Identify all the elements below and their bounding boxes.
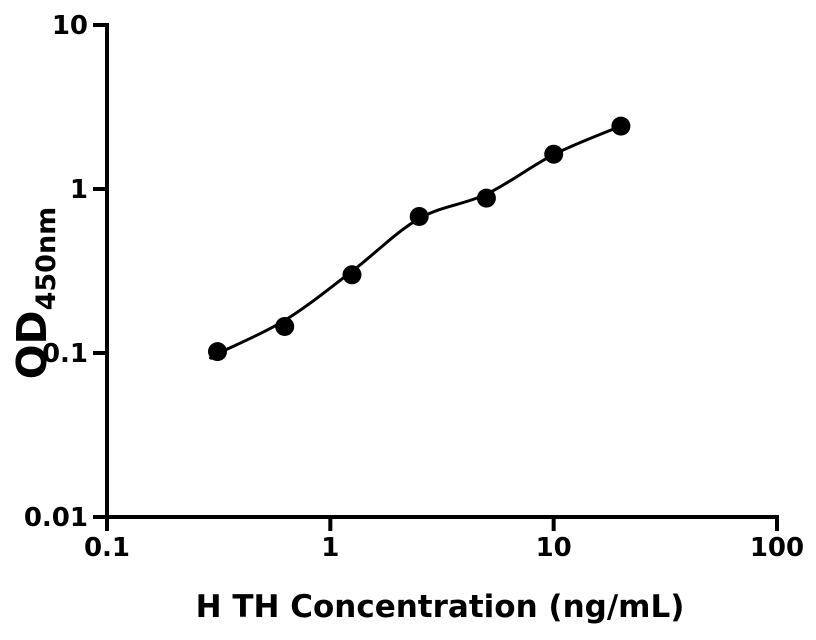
- data-point-marker: [476, 188, 496, 208]
- x-axis-title: H TH Concentration (ng/mL): [196, 589, 685, 625]
- data-point-marker: [611, 116, 631, 136]
- x-tick-label: 1: [321, 533, 339, 563]
- data-point-marker: [275, 317, 295, 336]
- data-point-marker: [342, 265, 362, 285]
- x-axis-ticks: 0.1 1 10 100: [84, 519, 804, 563]
- data-point-marker: [208, 342, 227, 362]
- data-point-marker: [544, 144, 564, 164]
- y-tick-label: 10: [52, 11, 88, 41]
- y-axis-title-main: OD: [8, 310, 56, 379]
- axes: [105, 23, 779, 519]
- x-tick-label: 100: [750, 533, 804, 563]
- y-axis-ticks: 0.01 0.1 1 10: [24, 11, 105, 533]
- y-axis-title-subscript: 450nm: [31, 207, 62, 311]
- data-point-marker: [409, 207, 429, 226]
- y-tick-label: 0.1: [42, 339, 88, 369]
- y-tick-label: 1: [70, 175, 88, 205]
- y-tick-label: 0.01: [24, 503, 88, 533]
- x-tick-label: 0.1: [84, 533, 130, 563]
- y-axis-title: OD450nm: [8, 207, 62, 380]
- data-points: [208, 116, 631, 362]
- x-tick-label: 10: [536, 533, 572, 563]
